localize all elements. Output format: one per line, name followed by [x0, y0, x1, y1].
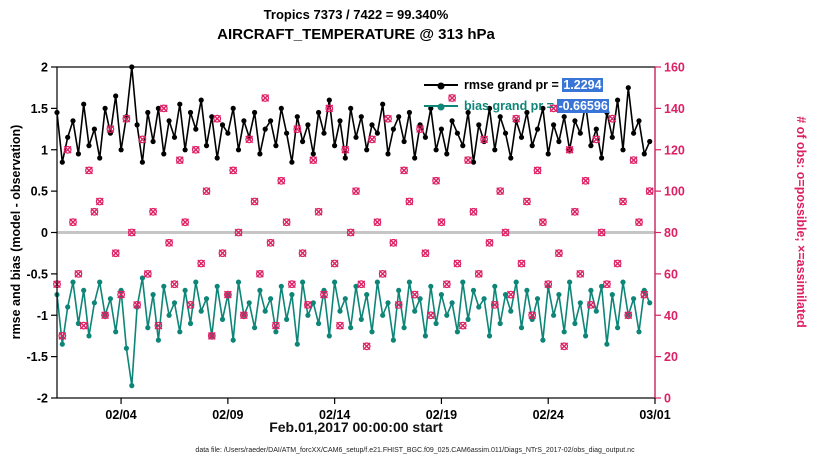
x-axis-label: Feb.01,2017 00:00:00 start: [269, 419, 443, 435]
x-tick-label: 03/01: [639, 408, 670, 422]
x-tick-label: 02/04: [105, 408, 136, 422]
x-tick-label: 02/09: [212, 408, 243, 422]
y-tick-label-left: -1: [37, 309, 48, 323]
series-obs-assimilated: [53, 94, 654, 351]
legend-line-sample: [424, 82, 458, 90]
y-tick-label-right: 40: [664, 309, 678, 323]
legend-label: rmse grand pr = 1.2294: [464, 78, 603, 92]
legend-value-highlighted: 1.2294: [562, 78, 603, 92]
y-tick-label-right: 140: [664, 102, 685, 116]
y-tick-label-right: 20: [664, 350, 678, 364]
chart-subtitle: AIRCRAFT_TEMPERATURE @ 313 hPa: [217, 26, 495, 43]
y-tick-label-right: 60: [664, 267, 678, 281]
x-tick-label: 02/24: [533, 408, 564, 422]
y-tick-label-left: -1.5: [26, 350, 48, 364]
legend-item: rmse grand pr = 1.2294: [424, 76, 609, 94]
legend-label: bias grand pr = -0.66596: [464, 99, 609, 113]
series-obs-possible: [53, 94, 654, 351]
y-tick-label-left: 2: [41, 61, 48, 75]
legend: rmse grand pr = 1.2294 bias grand pr = -0…: [424, 76, 609, 115]
data-file-caption: data file: /Users/raeder/DAI/ATM_forcXX/…: [195, 447, 635, 454]
y-tick-label-left: 0.5: [31, 185, 48, 199]
y-tick-label-left: -2: [37, 392, 48, 406]
y-tick-label-right: 160: [664, 61, 685, 75]
y-tick-label-right: 120: [664, 143, 685, 157]
x-tick-label: 02/14: [319, 408, 350, 422]
legend-marker-dot: [437, 103, 445, 111]
y-tick-label-left: 0: [41, 226, 48, 240]
y-axis-label-left: rmse and bias (model - observation): [9, 124, 23, 340]
series-bias: [54, 275, 653, 389]
legend-line-sample: [424, 103, 458, 111]
y-tick-label-left: 1: [41, 143, 48, 157]
x-axis-ticks: 02/04 02/09 02/14 02/19 02/24 03/01: [105, 398, 671, 422]
y-tick-label-left: -0.5: [26, 267, 48, 281]
y-axis-label-right: # of obs: o=possible; ×=assimilated: [794, 116, 808, 328]
y-tick-label-right: 80: [664, 226, 678, 240]
x-tick-label: 02/19: [426, 408, 457, 422]
series-rmse: [54, 64, 653, 165]
y-tick-label-left: 1.5: [31, 102, 48, 116]
chart-title: Tropics 7373 / 7422 = 99.340%: [263, 7, 449, 22]
legend-item: bias grand pr = -0.66596: [424, 97, 609, 115]
y-tick-label-right: 0: [664, 392, 671, 406]
y-axis-right-ticks: 0 20 40 60 80 100 120 140 160: [655, 61, 685, 406]
y-axis-left-ticks: -2 -1.5 -1 -0.5 0 0.5 1 1.5 2: [26, 61, 57, 406]
legend-marker-dot: [437, 82, 445, 90]
legend-value-highlighted: -0.66596: [557, 99, 609, 113]
y-tick-label-right: 100: [664, 185, 685, 199]
